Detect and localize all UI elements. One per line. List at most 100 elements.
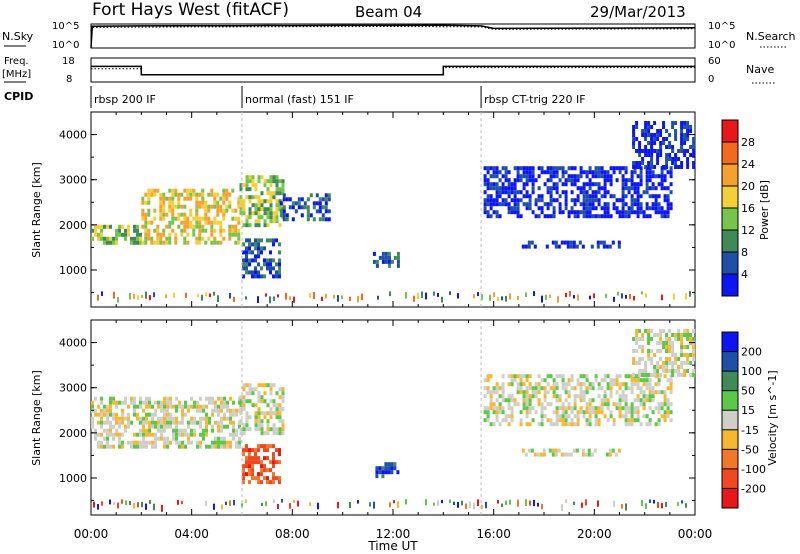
data-cell (269, 203, 273, 208)
data-cell (618, 198, 622, 203)
data-cell (669, 386, 673, 391)
data-cell (495, 166, 499, 171)
data-cell (644, 137, 648, 141)
data-cell (657, 382, 661, 387)
data-cell (558, 418, 562, 423)
data-cell (557, 448, 561, 453)
data-cell (504, 186, 508, 191)
data-cell (248, 468, 251, 473)
data-cell (647, 125, 651, 129)
data-cell (190, 396, 193, 401)
data-cell (669, 410, 673, 415)
data-cell (546, 190, 550, 195)
data-cell (588, 406, 592, 411)
data-cell (118, 436, 121, 441)
data-cell (154, 432, 157, 437)
data-cell (677, 329, 681, 333)
data-cell (324, 205, 328, 210)
data-cell (662, 345, 666, 349)
data-cell (175, 396, 178, 401)
data-cell (552, 174, 556, 179)
data-cell (579, 410, 583, 415)
data-cell (272, 242, 275, 247)
data-cell (615, 166, 619, 171)
data-cell (591, 206, 595, 211)
data-cell (91, 416, 94, 421)
data-cell (254, 266, 257, 271)
data-cell (648, 398, 652, 403)
data-cell (549, 198, 553, 203)
data-cell (542, 452, 546, 457)
data-cell (588, 214, 592, 219)
data-cell (269, 270, 272, 275)
data-cell (654, 202, 658, 207)
data-cell (516, 382, 520, 387)
data-cell (269, 480, 272, 485)
data-cell (199, 408, 202, 413)
data-cell (632, 357, 636, 361)
data-cell (680, 373, 684, 377)
data-cell (594, 214, 598, 219)
data-cell (216, 204, 220, 209)
data-cell (665, 337, 669, 341)
data-cell (278, 242, 281, 247)
time-axis-label: Time UT (367, 539, 418, 553)
data-cell (312, 201, 316, 206)
data-cell (573, 422, 577, 427)
data-cell (483, 386, 487, 391)
data-cell (686, 129, 690, 133)
data-cell (599, 240, 603, 245)
data-cell (606, 190, 610, 195)
data-cell (531, 210, 535, 215)
clutter-cell (121, 499, 123, 504)
data-cell (621, 178, 625, 183)
data-cell (674, 133, 678, 137)
data-cell (609, 386, 613, 391)
data-cell (638, 153, 642, 157)
data-cell (272, 179, 276, 184)
data-cell (495, 170, 499, 175)
data-cell (636, 210, 640, 215)
data-cell (315, 201, 319, 206)
data-cell (199, 444, 202, 449)
data-cell (686, 329, 690, 333)
data-cell (615, 374, 619, 379)
data-cell (576, 410, 580, 415)
data-cell (174, 232, 178, 237)
clutter-cell (269, 296, 271, 304)
data-cell (630, 210, 634, 215)
data-cell (638, 149, 642, 153)
data-cell (266, 427, 270, 432)
data-cell (213, 200, 217, 205)
data-cell (665, 361, 669, 365)
data-cell (171, 228, 175, 233)
data-cell (528, 410, 532, 415)
data-cell (156, 236, 160, 241)
data-cell (686, 353, 690, 357)
clutter-cell (613, 500, 615, 507)
data-cell (570, 182, 574, 187)
data-cell (555, 418, 559, 423)
data-cell (659, 133, 663, 137)
data-cell (665, 153, 669, 157)
data-cell (501, 394, 505, 399)
data-cell (177, 196, 181, 201)
data-cell (591, 410, 595, 415)
data-cell (510, 206, 514, 211)
data-cell (519, 190, 523, 195)
data-cell (657, 418, 661, 423)
data-cell (609, 178, 613, 183)
data-cell (501, 190, 505, 195)
data-cell (561, 414, 565, 419)
data-cell (211, 400, 214, 405)
data-cell (248, 199, 252, 204)
data-cell (537, 194, 541, 199)
data-cell (272, 175, 276, 180)
data-cell (552, 166, 556, 171)
data-cell (248, 399, 252, 404)
data-cell (245, 460, 248, 465)
data-cell (257, 395, 261, 400)
data-cell (650, 337, 654, 341)
data-cell (603, 202, 607, 207)
